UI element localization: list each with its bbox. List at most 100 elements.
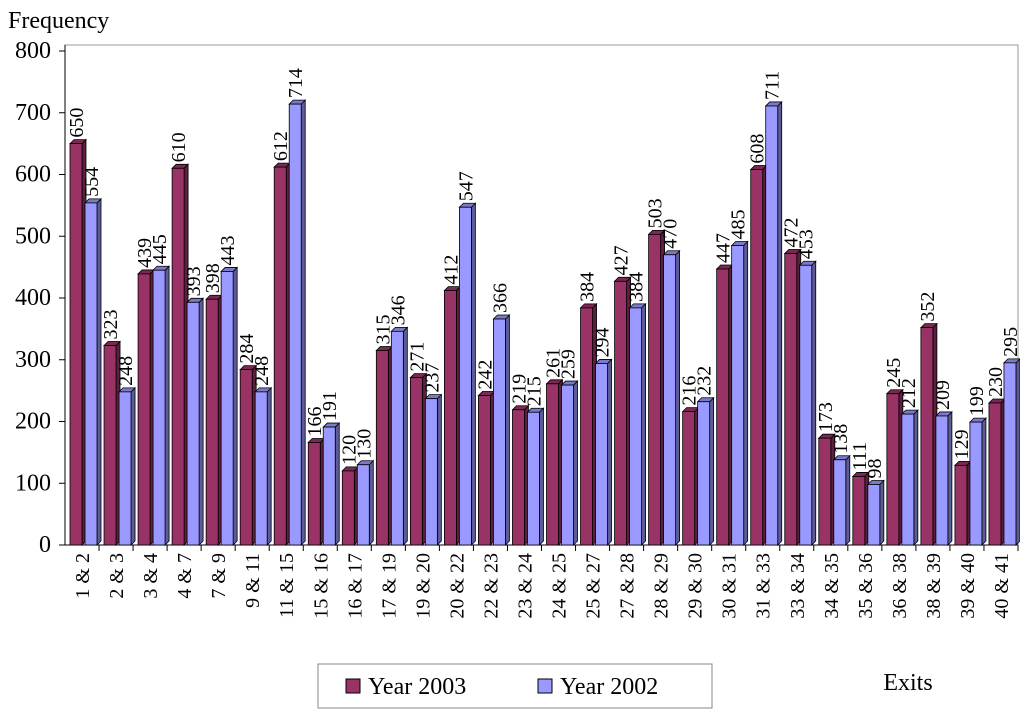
bar-side: [436, 393, 442, 546]
bar: [273, 166, 287, 546]
bar: [682, 411, 696, 546]
y-tick-label: 400: [15, 285, 51, 311]
legend: [317, 663, 713, 709]
data-label: 315: [372, 314, 394, 344]
data-label: 427: [611, 245, 633, 275]
bar: [852, 476, 866, 546]
data-label: 547: [455, 171, 477, 201]
bar: [833, 459, 847, 546]
x-tick-label: 22 & 23: [480, 553, 502, 619]
data-label: 219: [508, 374, 530, 404]
data-label: 610: [168, 132, 190, 162]
bar-side: [130, 386, 136, 546]
data-label: 323: [100, 310, 122, 340]
data-label: 138: [830, 424, 852, 454]
bar: [886, 393, 900, 546]
x-tick-label: 28 & 29: [651, 553, 673, 619]
bar-side: [607, 358, 612, 546]
x-tick-label: 11 & 15: [276, 553, 298, 618]
bar: [478, 395, 491, 546]
x-tick-label: 20 & 22: [446, 553, 468, 619]
bar: [409, 377, 423, 546]
data-label: 443: [217, 235, 239, 265]
bar-side: [368, 459, 374, 546]
x-tick-label: 24 & 25: [549, 553, 571, 619]
bar: [988, 402, 1002, 546]
bar-side: [913, 409, 919, 546]
bar: [867, 484, 881, 546]
data-label: 485: [728, 210, 750, 240]
bar: [458, 206, 472, 546]
data-label: 503: [645, 198, 667, 228]
x-tick-label: 29 & 30: [685, 553, 707, 619]
bar-side: [573, 380, 578, 546]
bar-side: [164, 265, 170, 546]
data-label: 393: [183, 266, 205, 296]
bar: [818, 437, 832, 546]
x-tick-label: 19 & 20: [412, 553, 434, 619]
bar: [595, 363, 608, 546]
x-tick-label: 34 & 35: [821, 553, 843, 619]
data-label: 237: [421, 363, 443, 393]
data-label: 191: [319, 391, 341, 421]
data-label: 398: [202, 263, 224, 293]
bar: [935, 415, 949, 546]
x-tick-label: 39 & 40: [957, 553, 979, 619]
y-tick-label: 500: [15, 223, 51, 249]
x-tick-label: 23 & 24: [514, 553, 536, 619]
x-tick-label: 30 & 31: [719, 553, 741, 619]
bar: [341, 470, 355, 546]
x-tick-label: 1 & 2: [72, 553, 94, 599]
legend-label: Year 2003: [368, 674, 466, 700]
bar: [731, 245, 745, 546]
data-label: 120: [338, 435, 360, 465]
data-label: 230: [985, 367, 1007, 397]
bar: [390, 330, 404, 546]
x-tick-label: 3 & 4: [140, 553, 162, 599]
bar: [307, 442, 321, 546]
bar: [546, 383, 559, 546]
x-tick-label: 40 & 41: [991, 553, 1013, 619]
legend-swatch: [537, 678, 553, 694]
x-tick-label: 38 & 39: [923, 553, 945, 619]
data-label: 472: [781, 218, 803, 248]
data-label: 346: [387, 295, 409, 325]
bar: [750, 169, 764, 546]
bar: [84, 202, 98, 546]
data-label: 439: [134, 238, 156, 268]
y-tick-label: 700: [15, 100, 51, 126]
y-tick-label: 600: [15, 162, 51, 188]
bar: [765, 105, 779, 546]
bar: [969, 421, 983, 546]
x-tick-label: 36 & 38: [889, 553, 911, 619]
bar-side: [96, 197, 102, 546]
legend-swatch: [345, 678, 361, 694]
data-label: 384: [626, 272, 648, 302]
x-tick-label: 35 & 36: [855, 553, 877, 619]
bar: [697, 401, 711, 546]
bar: [254, 391, 268, 546]
bar-side: [709, 396, 715, 546]
data-label: 98: [864, 458, 886, 478]
y-axis-title: Frequency: [8, 8, 109, 34]
data-label: 447: [713, 233, 735, 263]
data-label: 216: [679, 376, 701, 406]
bar: [137, 273, 151, 546]
bar: [171, 167, 185, 546]
bar-side: [1015, 358, 1020, 546]
data-label: 199: [966, 386, 988, 416]
bar: [424, 398, 438, 546]
bar-side: [539, 407, 544, 546]
data-label: 245: [883, 358, 905, 388]
data-label: 212: [898, 378, 920, 408]
data-label: 453: [796, 229, 818, 259]
data-label: 173: [815, 402, 837, 432]
x-tick-label: 17 & 19: [378, 553, 400, 619]
bar: [239, 369, 253, 546]
x-tick-label: 4 & 7: [174, 553, 196, 599]
x-tick-label: 9 & 11: [242, 553, 264, 608]
data-label: 166: [304, 406, 326, 436]
bar: [580, 307, 593, 546]
bar-side: [879, 479, 885, 546]
